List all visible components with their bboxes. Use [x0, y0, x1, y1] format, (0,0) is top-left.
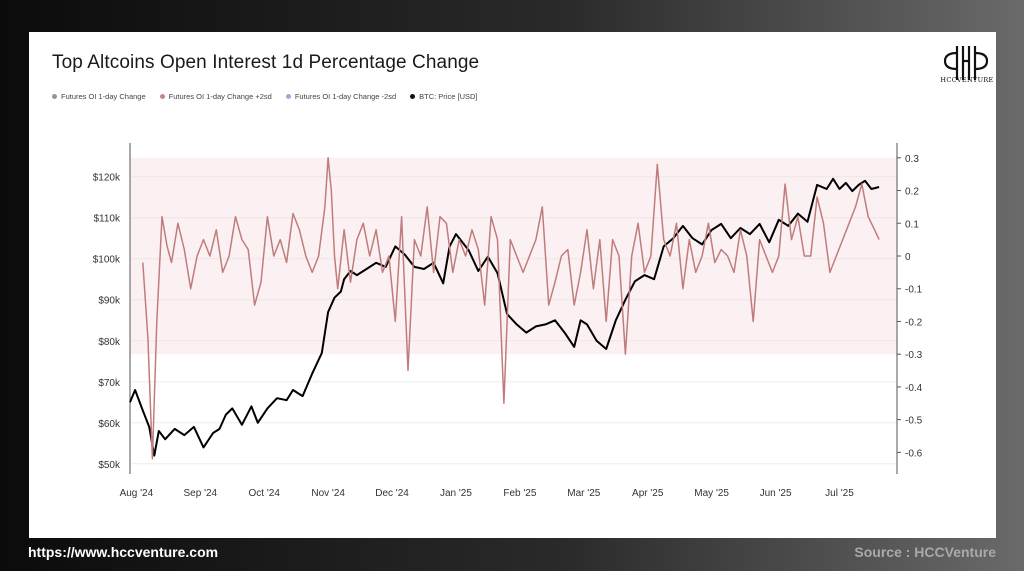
- website-link[interactable]: https://www.hccventure.com: [28, 544, 219, 560]
- y-left-tick-2: $70k: [98, 378, 121, 389]
- hcc-logo-icon: [943, 46, 989, 80]
- legend-label-oi-minus-2sd: Futures OI 1-day Change -2sd: [294, 92, 397, 101]
- logo-text: HCCVENTURE: [940, 76, 994, 84]
- x-tick-9: May '25: [694, 488, 729, 499]
- x-tick-2: Oct '24: [249, 488, 281, 499]
- chart-card: Top Altcoins Open Interest 1d Percentage…: [29, 32, 996, 538]
- x-tick-3: Nov '24: [311, 488, 345, 499]
- x-tick-11: Jul '25: [825, 488, 854, 499]
- y-left-tick-6: $110k: [93, 214, 121, 225]
- y-right-tick-1: 0.2: [905, 187, 919, 198]
- series-btc-price-line: [129, 177, 880, 457]
- y-right-tick-4: -0.1: [905, 285, 923, 296]
- y-left-tick-4: $90k: [98, 296, 121, 307]
- x-tick-5: Jan '25: [440, 488, 472, 499]
- y-left-tick-3: $80k: [98, 337, 121, 348]
- legend-item-btc-price[interactable]: BTC: Price [USD]: [410, 92, 477, 101]
- legend-dot-oi: [52, 94, 57, 99]
- y-right-tick-7: -0.4: [905, 383, 923, 394]
- y-left-tick-0: $50k: [98, 460, 121, 471]
- legend-label-oi: Futures OI 1-day Change: [61, 92, 146, 101]
- legend-dot-oi-minus-2sd: [285, 94, 291, 99]
- y-right-tick-8: -0.5: [905, 416, 923, 427]
- series-layer: [129, 157, 880, 460]
- x-tick-10: Jun '25: [760, 488, 792, 499]
- legend-label-btc-price: BTC: Price [USD]: [419, 92, 478, 101]
- legend-item-oi[interactable]: Futures OI 1-day Change: [52, 92, 146, 101]
- chart-legend: Futures OI 1-day Change Futures OI 1-day…: [52, 92, 477, 101]
- x-tick-0: Aug '24: [120, 488, 154, 499]
- y-right-tick-2: 0.1: [905, 219, 919, 230]
- legend-item-oi-plus-2sd[interactable]: Futures OI 1-day Change +2sd: [159, 92, 272, 101]
- tick-labels: $50k $60k $70k $80k $90k $100k $110k $120k 0.3 0.…: [93, 154, 923, 499]
- y-left-tick-1: $60k: [98, 419, 121, 430]
- y-right-tick-9: -0.6: [905, 448, 923, 459]
- std-bands: [130, 157, 897, 355]
- y-left-tick-7: $120k: [93, 173, 121, 184]
- x-tick-1: Sep '24: [184, 488, 218, 499]
- std-band: [130, 157, 897, 355]
- y-right-tick-5: -0.2: [905, 317, 923, 328]
- legend-item-oi-minus-2sd[interactable]: Futures OI 1-day Change -2sd: [285, 92, 397, 101]
- legend-label-oi-plus-2sd: Futures OI 1-day Change +2sd: [168, 92, 272, 101]
- chart-title: Top Altcoins Open Interest 1d Percentage…: [52, 52, 480, 73]
- axes: [129, 143, 901, 474]
- x-tick-4: Dec '24: [375, 488, 409, 499]
- chart-plot: $50k $60k $70k $80k $90k $100k $110k $120k 0.3 0.…: [93, 143, 923, 499]
- source-label: Source : HCCVenture: [854, 544, 996, 560]
- x-tick-6: Feb '25: [503, 488, 536, 499]
- x-tick-7: Mar '25: [567, 488, 600, 499]
- legend-dot-btc-price: [410, 94, 416, 99]
- y-right-tick-0: 0.3: [905, 154, 919, 165]
- y-left-tick-5: $100k: [93, 255, 121, 266]
- x-tick-8: Apr '25: [632, 488, 664, 499]
- y-right-tick-3: 0: [905, 252, 911, 263]
- series-oi-change-line: [142, 157, 880, 460]
- y-right-tick-6: -0.3: [905, 350, 923, 361]
- legend-dot-oi-plus-2sd: [159, 94, 165, 99]
